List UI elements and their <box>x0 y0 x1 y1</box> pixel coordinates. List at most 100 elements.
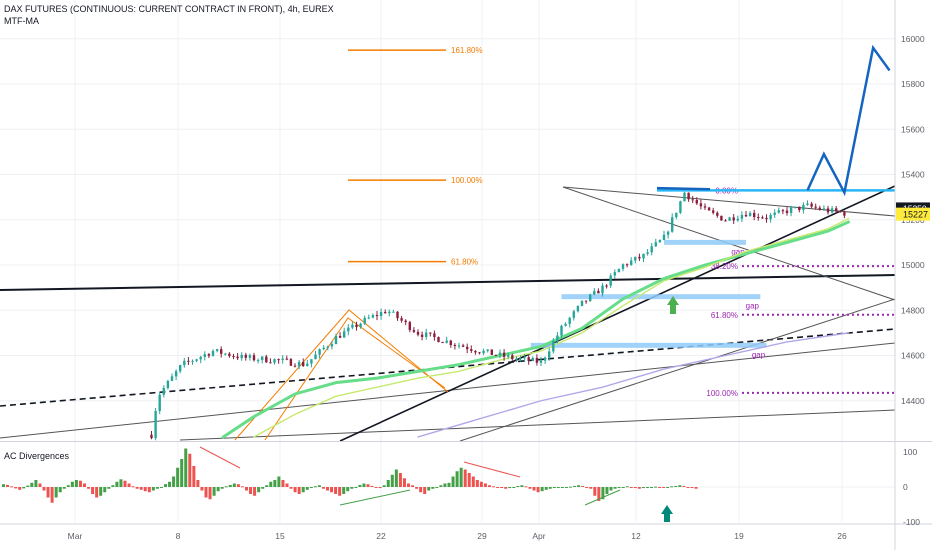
ac-bar <box>532 487 536 491</box>
gap-label: gap <box>731 247 745 256</box>
ac-bar <box>346 487 350 492</box>
fib-level-label: 38.20% <box>711 262 738 271</box>
candle-body <box>753 212 756 217</box>
candle-body <box>515 358 518 360</box>
ac-bar <box>613 487 617 489</box>
candle-body <box>195 359 198 361</box>
ac-bar <box>431 487 435 489</box>
ac-bar <box>455 471 459 487</box>
ac-bar <box>350 487 354 489</box>
candle-body <box>617 268 621 273</box>
candle-body <box>478 352 481 354</box>
ac-bar <box>402 478 406 487</box>
candle-body <box>211 350 215 356</box>
ac-bar <box>601 487 605 500</box>
ac-bar <box>180 459 184 487</box>
ac-bar <box>496 487 500 488</box>
ac-bar <box>475 480 479 487</box>
fib-level-label: 100.00% <box>706 389 738 398</box>
candle-body <box>215 349 219 351</box>
candle-body <box>158 394 161 412</box>
ac-bar <box>581 485 585 487</box>
ma-mid-line <box>221 220 850 439</box>
ac-bar <box>91 487 95 494</box>
candle-body <box>396 311 399 319</box>
up-arrow-icon <box>667 296 679 314</box>
ac-bar <box>390 474 394 487</box>
fib-level-label: 161.80% <box>451 46 483 55</box>
ac-bar <box>42 487 46 491</box>
candle-body <box>412 330 416 332</box>
ac-bar <box>245 487 248 491</box>
candle-body <box>543 357 547 361</box>
last-price-tag <box>896 207 930 221</box>
candle-body <box>170 376 174 381</box>
ac-bar <box>155 487 159 489</box>
ac-bar <box>386 480 390 487</box>
ac-bar <box>342 487 346 494</box>
candle-body <box>609 275 612 286</box>
chart-title: DAX FUTURES (CONTINUOUS: CURRENT CONTRAC… <box>4 4 334 14</box>
time-tick-label: 19 <box>734 531 744 541</box>
candle-body <box>814 206 817 208</box>
candle-body <box>601 285 604 294</box>
ac-bar <box>637 487 641 489</box>
ac-bar <box>516 485 520 487</box>
price-tick-label: 14400 <box>901 396 925 406</box>
candle-body <box>297 362 301 367</box>
gap-label: gap <box>752 350 766 359</box>
candle-body <box>818 207 821 210</box>
ac-bar <box>645 487 649 488</box>
price-tick-label: 14600 <box>901 351 925 361</box>
gap-zone <box>561 294 761 300</box>
ac-bar <box>269 481 273 487</box>
candle-body <box>789 207 793 213</box>
ac-bar <box>249 487 253 494</box>
candle-body <box>466 346 469 350</box>
candle-body <box>732 217 735 221</box>
gap-label: gap <box>746 302 760 311</box>
ac-bar <box>382 485 386 487</box>
ac-bar <box>508 487 512 489</box>
candle-body <box>593 290 596 295</box>
ac-bar <box>212 487 216 496</box>
candle-body <box>535 357 539 363</box>
candle-body <box>539 360 543 363</box>
ac-bar <box>54 487 58 498</box>
candle-body <box>835 208 838 212</box>
candle-body <box>363 317 366 324</box>
time-tick-label: 26 <box>837 531 847 541</box>
candle-body <box>748 212 752 217</box>
candle-body <box>224 353 227 355</box>
ac-bar <box>593 487 597 496</box>
ac-bar <box>366 484 370 487</box>
ac-bar <box>285 483 289 487</box>
candle-body <box>445 340 448 343</box>
candle-body <box>707 207 711 211</box>
ac-bar <box>184 448 188 487</box>
ac-bar <box>232 483 236 487</box>
candle-body <box>248 355 252 358</box>
ac-bar <box>585 487 589 488</box>
candle-body <box>408 322 411 331</box>
candle-body <box>351 324 354 328</box>
candle-body <box>765 217 768 220</box>
candle-body <box>289 359 293 366</box>
ac-bar <box>127 483 131 487</box>
candle-body <box>527 357 530 361</box>
candle-body <box>191 360 194 362</box>
candle-body <box>437 337 440 343</box>
ac-bar <box>151 487 155 491</box>
candle-body <box>154 411 157 439</box>
candle-body <box>384 312 387 314</box>
ac-bar <box>358 484 362 487</box>
candle-body <box>531 357 534 361</box>
sub-panel-bg <box>0 443 895 522</box>
ac-bar <box>459 467 463 487</box>
ac-bar <box>609 487 613 491</box>
candle-body <box>302 362 305 367</box>
candle-body <box>228 353 231 357</box>
